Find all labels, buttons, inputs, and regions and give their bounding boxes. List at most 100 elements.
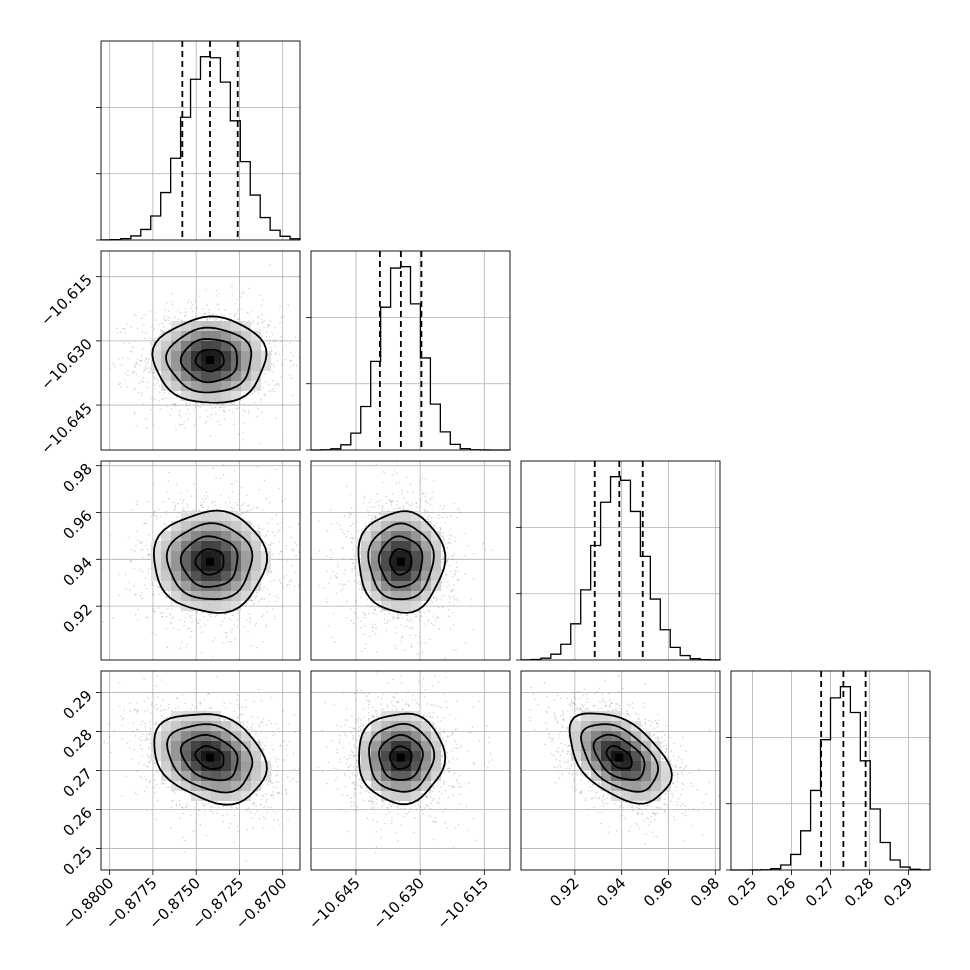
contour-level-2	[165, 326, 253, 394]
sample-point	[464, 573, 467, 575]
sample-point	[450, 528, 452, 531]
sample-point	[272, 794, 275, 797]
sample-point	[354, 567, 357, 569]
sample-point	[274, 352, 277, 354]
density-cell	[191, 381, 201, 391]
sample-point	[206, 318, 209, 320]
sample-point	[424, 508, 426, 511]
sample-point	[146, 588, 148, 590]
density-cell	[181, 351, 191, 361]
sample-point	[212, 508, 214, 510]
y-tick-label: 0.98	[59, 460, 95, 496]
sample-point	[433, 524, 435, 527]
sample-point	[423, 623, 426, 625]
sample-point	[144, 365, 146, 368]
sample-point	[298, 584, 300, 587]
sample-point	[390, 504, 393, 506]
sample-point	[183, 625, 185, 627]
sample-point	[163, 315, 166, 317]
density-cell	[241, 341, 251, 351]
sample-point	[369, 528, 372, 531]
sample-point	[247, 728, 249, 731]
sample-point	[329, 508, 332, 511]
sample-point	[406, 618, 409, 621]
sample-point	[431, 511, 433, 514]
sample-point	[380, 506, 383, 508]
sample-point	[297, 523, 300, 525]
sample-point	[453, 503, 455, 505]
sample-point	[134, 550, 136, 552]
sample-point	[385, 629, 388, 632]
sample-point	[159, 408, 161, 410]
sample-point	[268, 325, 270, 327]
sample-point	[301, 589, 303, 591]
sample-point	[317, 520, 320, 522]
sample-point	[162, 398, 165, 400]
sample-point	[348, 513, 351, 515]
density-cell	[421, 521, 431, 531]
sample-point	[444, 574, 447, 576]
sample-point	[357, 581, 360, 583]
sample-point	[352, 622, 355, 625]
sample-point	[362, 502, 365, 504]
sample-point	[136, 328, 139, 330]
sample-point	[415, 616, 417, 618]
sample-point	[441, 532, 444, 534]
sample-point	[376, 501, 378, 503]
sample-point	[140, 598, 143, 601]
sample-point	[400, 640, 403, 643]
sample-point	[270, 794, 273, 796]
sample-point	[376, 651, 378, 654]
sample-point	[429, 675, 431, 677]
sample-point	[445, 586, 448, 589]
sample-point	[153, 384, 156, 387]
density-cell	[171, 561, 181, 571]
sample-point	[159, 612, 162, 614]
sample-point	[273, 615, 276, 617]
sample-point	[386, 620, 389, 622]
sample-point	[290, 377, 293, 379]
sample-point	[276, 359, 278, 362]
sample-point	[420, 641, 422, 644]
sample-point	[227, 617, 230, 620]
density-cell	[221, 331, 231, 341]
density-cell	[171, 331, 181, 341]
sample-point	[263, 326, 265, 329]
sample-point	[142, 402, 145, 405]
sample-point	[206, 318, 208, 320]
sample-point	[354, 601, 357, 603]
sample-point	[438, 517, 440, 520]
sample-point	[208, 613, 211, 616]
sample-point	[117, 332, 119, 334]
sample-point	[167, 316, 169, 319]
sample-point	[204, 313, 207, 315]
sample-point	[334, 641, 336, 643]
sample-point	[155, 536, 157, 539]
density-cell	[161, 331, 171, 341]
sample-point	[247, 410, 250, 412]
sample-point	[354, 565, 357, 568]
sample-point	[456, 579, 459, 581]
sample-point	[390, 500, 393, 503]
sample-point	[439, 526, 441, 529]
sample-point	[212, 317, 215, 320]
density-cell	[391, 511, 401, 521]
sample-point	[359, 547, 362, 550]
sample-point	[418, 617, 421, 620]
sample-point	[164, 308, 167, 311]
sample-point	[137, 539, 139, 542]
density-cell	[171, 341, 181, 351]
sample-point	[93, 418, 95, 420]
density-cell	[411, 541, 421, 551]
sample-point	[262, 298, 264, 301]
sample-point	[258, 442, 261, 445]
sample-point	[265, 534, 268, 537]
density-cell	[431, 531, 441, 541]
sample-point	[143, 360, 146, 362]
sample-point	[187, 612, 189, 615]
sample-point	[143, 370, 145, 373]
sample-point	[171, 403, 174, 406]
sample-point	[265, 497, 268, 500]
sample-point	[430, 622, 433, 624]
sample-point	[220, 406, 222, 409]
